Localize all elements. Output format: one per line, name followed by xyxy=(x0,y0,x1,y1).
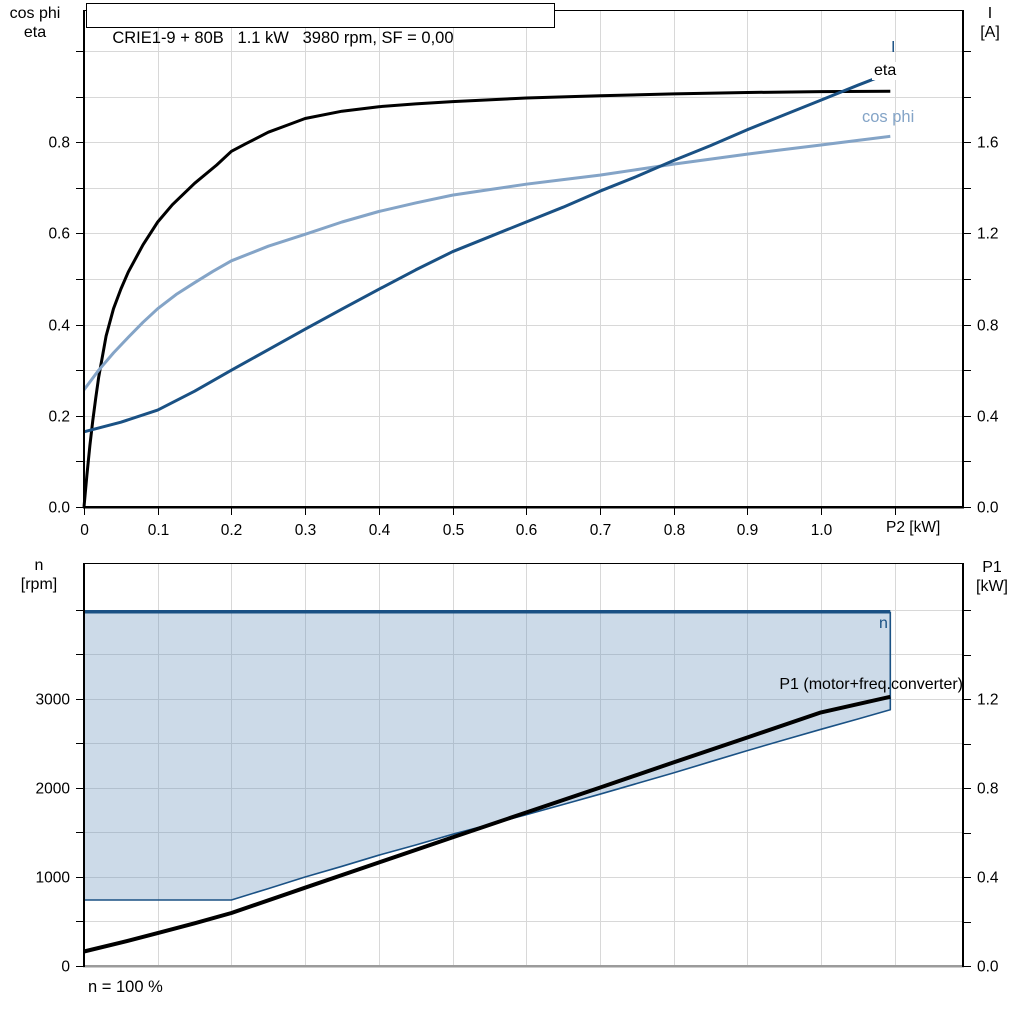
top-right-axis-label: I [A] xyxy=(964,4,1016,42)
bottom-left-axis-label: n [rpm] xyxy=(6,556,72,594)
tick-label: 0.7 xyxy=(590,522,612,539)
tick-label: 1000 xyxy=(36,870,71,887)
speed-percentage-note: n = 100 % xyxy=(88,978,163,996)
plot-frame xyxy=(83,10,964,509)
tick-label: 0.4 xyxy=(977,409,999,426)
tick-label: 0.6 xyxy=(516,522,538,539)
axis-label-kw-unit: [kW] xyxy=(976,578,1008,595)
tick-label: 1.2 xyxy=(977,226,999,243)
tick-label: 0.4 xyxy=(48,318,70,335)
curve-cos-phi xyxy=(82,134,891,391)
curve-label-current: I xyxy=(891,39,896,56)
speed-operating-range xyxy=(84,611,891,900)
axis-label-rpm-unit: [rpm] xyxy=(20,576,58,593)
tick-label: 0.5 xyxy=(443,522,465,539)
gridlines xyxy=(84,10,963,507)
curve-label-speed: n xyxy=(879,615,888,632)
plot-frame xyxy=(83,563,964,968)
curve-eta xyxy=(82,89,891,508)
chart-top: 0 0.1 0.2 0.3 0.4 0.5 0.6 0.7 0.8 0.9 1.0 0.0 0.2 0.4… xyxy=(48,10,999,539)
tick-label: 0.8 xyxy=(977,781,999,798)
tick-label: 0.8 xyxy=(664,522,686,539)
tick-label: 0.0 xyxy=(977,959,999,976)
curve-p1-motor-freq-converter- xyxy=(83,694,891,954)
bottom-right-axis-label: P1 [kW] xyxy=(964,558,1020,596)
curve-label-p1: P1 (motor+freq.converter) xyxy=(779,676,963,693)
tick-label: 0.8 xyxy=(977,318,999,335)
axis-label-eta: eta xyxy=(23,24,47,41)
tick-label: 0.8 xyxy=(48,135,70,152)
chart-title-box: CRIE1-9 + 80B 1.1 kW 3980 rpm, SF = 0,00 xyxy=(86,3,555,47)
curve-label-cosphi: cos phi xyxy=(862,108,915,126)
axis-label-ampere-unit: [A] xyxy=(980,24,1000,41)
tick-label: 0.9 xyxy=(737,522,759,539)
top-left-axis-label: cos phi eta xyxy=(2,4,68,42)
curve-label-eta: eta xyxy=(872,62,899,80)
axis-label-cosphi: cos phi xyxy=(9,5,61,22)
axis-label-current: I xyxy=(987,5,993,22)
axis-label-speed: n xyxy=(34,557,44,574)
tick-label: 0.0 xyxy=(977,500,999,517)
tick-label: 0.3 xyxy=(295,522,317,539)
ticks: 0 0.1 0.2 0.3 0.4 0.5 0.6 0.7 0.8 0.9 1.0 0.0 0.2 0.4… xyxy=(48,50,999,539)
tick-label: 0.4 xyxy=(369,522,391,539)
ticks: 0 1000 2000 3000 0.0 0.4 0.8 1.2 xyxy=(36,609,999,976)
tick-label: 1.0 xyxy=(811,522,833,539)
chart-title: CRIE1-9 + 80B 1.1 kW 3980 rpm, SF = 0,00 xyxy=(112,29,454,47)
x-axis-label: P2 [kW] xyxy=(886,519,941,536)
tick-label: 0.1 xyxy=(148,522,170,539)
tick-label: 0.0 xyxy=(48,500,70,517)
curve-i xyxy=(83,71,891,434)
tick-label: 3000 xyxy=(36,692,71,709)
tick-label: 0.2 xyxy=(221,522,243,539)
curve-n-min xyxy=(84,611,892,901)
tick-label: 0.4 xyxy=(977,870,999,887)
axis-label-p1: P1 xyxy=(982,559,1002,576)
tick-label: 0.2 xyxy=(48,409,70,426)
chart-bottom: 0 1000 2000 3000 0.0 0.4 0.8 1.2 xyxy=(36,563,999,976)
tick-label: 0 xyxy=(80,522,89,539)
tick-label: 0.6 xyxy=(48,226,70,243)
gridlines xyxy=(84,563,963,966)
tick-label: 1.2 xyxy=(977,692,999,709)
tick-label: 0 xyxy=(61,959,70,976)
tick-label: 1.6 xyxy=(977,135,999,152)
tick-label: 2000 xyxy=(36,781,71,798)
